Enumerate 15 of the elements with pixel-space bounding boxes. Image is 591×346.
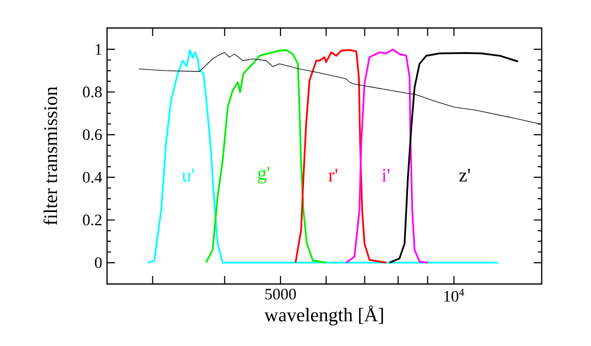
text: z' (459, 168, 470, 182)
y-tick-label: 0.6 (82, 129, 102, 140)
y-tick-label: 0.2 (82, 214, 102, 226)
y-tick-label: 0.8 (82, 86, 102, 98)
y-tick-label: 0.4 (82, 172, 102, 183)
series-label: g' (258, 166, 270, 184)
x-tick-label: 5000 (265, 288, 296, 300)
series-label: i' (382, 168, 390, 182)
y-tick-label: 1 (96, 44, 102, 55)
series-label: u' (182, 168, 194, 182)
y-axis-title: filter transmission (43, 86, 58, 226)
series-label: r' (328, 168, 338, 182)
y-tick-label: 0 (94, 257, 102, 268)
x-axis-title: wavelength [Å] (264, 306, 383, 326)
x-tick-label: 10$^{4}$ (444, 288, 464, 302)
